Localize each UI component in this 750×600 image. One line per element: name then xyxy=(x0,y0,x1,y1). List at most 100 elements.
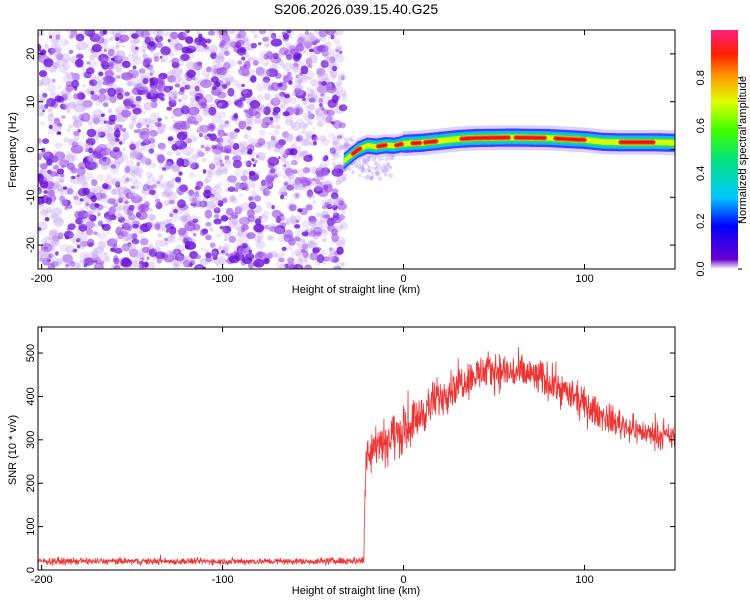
noise-blob xyxy=(52,78,56,83)
noise-blob xyxy=(170,223,174,228)
noise-blob xyxy=(112,243,118,249)
noise-blob xyxy=(220,40,226,47)
noise-blob xyxy=(223,243,229,249)
snr-ylabel: SNR (10 * v/v) xyxy=(7,415,19,485)
noise-blob xyxy=(183,157,191,167)
noise-blob xyxy=(79,198,84,202)
noise-blob xyxy=(86,61,91,65)
noise-blob xyxy=(115,44,120,50)
noise-blob xyxy=(39,203,44,207)
noise-blob xyxy=(72,120,83,129)
noise-blob xyxy=(42,93,48,98)
noise-blob xyxy=(194,85,200,92)
noise-blob xyxy=(313,136,320,142)
noise-blob xyxy=(38,80,44,87)
noise-blob xyxy=(263,106,271,116)
noise-blob xyxy=(268,30,274,35)
noise-blob xyxy=(139,264,145,269)
noise-blob xyxy=(303,154,313,162)
noise-blob xyxy=(242,88,248,95)
noise-blob xyxy=(38,152,45,158)
noise-blob xyxy=(49,91,57,98)
noise-blob xyxy=(215,81,221,87)
noise-blob xyxy=(120,174,129,185)
noise-blob xyxy=(218,56,226,62)
noise-blob xyxy=(183,237,189,243)
noise-blob xyxy=(39,97,46,103)
noise-blob xyxy=(38,250,43,256)
noise-speck xyxy=(381,168,386,173)
noise-blob xyxy=(250,42,257,49)
noise-blob xyxy=(248,170,256,176)
noise-blob xyxy=(130,176,138,185)
noise-blob xyxy=(214,183,220,190)
noise-blob xyxy=(60,178,65,183)
noise-blob xyxy=(291,64,300,73)
noise-blob xyxy=(48,112,55,117)
noise-blob xyxy=(241,56,246,61)
noise-blob xyxy=(128,204,135,211)
noise-blob xyxy=(61,89,70,97)
noise-blob xyxy=(48,209,53,213)
noise-blob xyxy=(103,48,107,53)
noise-blob xyxy=(218,245,222,250)
noise-blob xyxy=(59,159,70,168)
noise-blob xyxy=(228,219,238,228)
noise-blob xyxy=(178,99,182,103)
noise-blob xyxy=(286,30,292,34)
noise-blob xyxy=(278,147,289,156)
noise-blob xyxy=(170,90,179,98)
noise-blob xyxy=(216,99,229,109)
noise-blob xyxy=(273,92,284,101)
noise-blob xyxy=(42,206,49,215)
noise-blob xyxy=(129,96,135,102)
noise-blob xyxy=(261,210,270,219)
noise-blob xyxy=(78,223,88,232)
noise-blob xyxy=(233,113,239,119)
noise-blob xyxy=(257,232,264,241)
noise-blob xyxy=(278,34,283,40)
noise-blob xyxy=(49,228,59,237)
noise-blob xyxy=(117,186,124,195)
noise-blob xyxy=(162,181,173,190)
noise-blob xyxy=(184,256,191,261)
noise-blob xyxy=(160,46,171,56)
noise-blob xyxy=(104,256,111,263)
noise-blob xyxy=(280,103,286,110)
noise-blob xyxy=(204,175,213,183)
noise-blob xyxy=(223,160,232,169)
noise-blob xyxy=(69,34,74,39)
noise-blob xyxy=(72,103,77,107)
noise-blob xyxy=(54,251,59,256)
noise-speck xyxy=(371,156,377,162)
noise-blob xyxy=(178,171,183,176)
noise-blob xyxy=(104,69,114,78)
noise-blob xyxy=(211,86,217,91)
noise-blob xyxy=(309,194,316,199)
noise-blob xyxy=(253,235,262,243)
noise-blob xyxy=(330,146,335,152)
noise-blob xyxy=(193,88,205,97)
noise-blob xyxy=(282,111,290,117)
noise-blob xyxy=(237,101,244,109)
noise-blob xyxy=(224,68,230,74)
noise-blob xyxy=(99,188,107,195)
noise-blob xyxy=(55,184,64,191)
noise-blob xyxy=(38,138,43,145)
noise-blob xyxy=(223,62,230,67)
noise-blob xyxy=(270,32,277,40)
noise-blob xyxy=(324,183,333,193)
noise-blob xyxy=(100,193,107,199)
noise-blob xyxy=(77,169,85,177)
noise-blob xyxy=(39,209,49,217)
noise-blob xyxy=(59,195,66,202)
noise-speck xyxy=(382,164,387,170)
noise-blob xyxy=(302,47,309,53)
noise-blob xyxy=(262,76,271,83)
noise-blob xyxy=(90,90,95,95)
noise-blob xyxy=(340,89,347,97)
noise-blob xyxy=(282,62,293,72)
noise-blob xyxy=(139,131,150,140)
noise-blob xyxy=(302,167,311,174)
noise-blob xyxy=(56,96,65,103)
